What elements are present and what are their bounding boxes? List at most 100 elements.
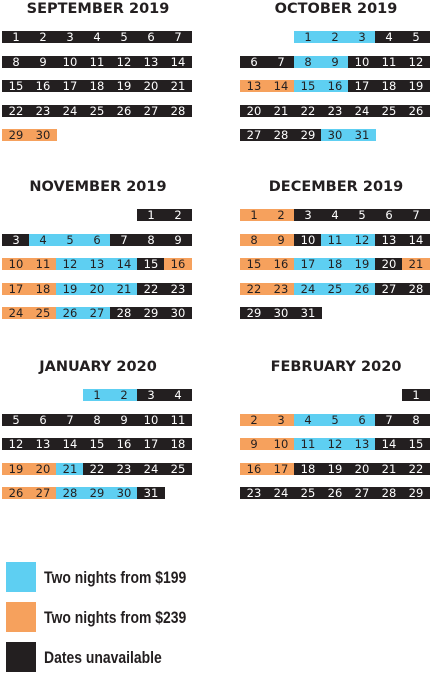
day-cell: 11	[294, 438, 322, 451]
day-cell: 14	[164, 55, 192, 68]
day-cell: 14	[402, 233, 430, 246]
day-cell: 15	[83, 438, 111, 451]
day-cell: 1	[83, 389, 111, 401]
day-cell: 18	[164, 438, 192, 451]
day-cell: 16	[29, 80, 57, 93]
day-cell: 5	[56, 233, 84, 246]
month-october-2019: OCTOBER 2019 1 2 3 4 5 6 7 8 9 10 11 12 13 14 15 16 17 18…	[240, 0, 432, 142]
day-cell: 16	[240, 462, 268, 475]
day-cell: 9	[240, 438, 268, 451]
day-cell: 3	[2, 233, 30, 246]
day-cell: 21	[56, 462, 84, 475]
day-cell: 10	[56, 55, 84, 68]
day-cell: 22	[83, 462, 111, 475]
day-cell: 6	[375, 209, 403, 221]
legend-swatch-orange	[6, 602, 36, 632]
day-cell: 3	[56, 31, 84, 43]
day-cell: 18	[29, 282, 57, 295]
day-cell: 4	[294, 413, 322, 426]
day-cell: 6	[83, 233, 111, 246]
week-row: 15 16 17 18 19 20 21	[240, 258, 430, 271]
week-row: 29 30 31	[240, 307, 429, 320]
day-cell: 14	[110, 258, 138, 271]
day-cell: 21	[267, 104, 295, 117]
day-cell: 20	[137, 80, 165, 93]
day-cell: 13	[83, 258, 111, 271]
day-cell: 25	[164, 462, 192, 475]
day-cell: 13	[29, 438, 57, 451]
day-cell: 18	[375, 80, 403, 93]
day-cell: 11	[29, 258, 57, 271]
day-cell: 12	[348, 233, 376, 246]
day-cell: 12	[110, 55, 138, 68]
day-cell: 31	[348, 129, 376, 142]
week-row: 26 27 28 29 30 31	[2, 487, 191, 500]
day-cell: 16	[164, 258, 192, 271]
day-cell: 5	[321, 413, 349, 426]
day-cell: 24	[137, 462, 165, 475]
day-cell: 3	[267, 413, 295, 426]
month-february-2020: FEBRUARY 2020 1 2 3 4 5 6 7 8 9 10 11 12 13 14 15 16 17 1…	[240, 358, 432, 500]
day-cell: 29	[83, 487, 111, 500]
day-cell: 24	[348, 104, 376, 117]
day-cell: 25	[321, 282, 349, 295]
day-cell: 23	[321, 104, 349, 117]
day-cell: 8	[2, 55, 30, 68]
day-cell: 29	[240, 307, 268, 320]
day-cell: 22	[240, 282, 268, 295]
week-row: 12 13 14 15 16 17 18	[2, 438, 192, 451]
day-cell: 19	[56, 282, 84, 295]
day-cell: 7	[110, 233, 138, 246]
day-cell: 2	[267, 209, 295, 221]
day-cell: 7	[375, 413, 403, 426]
day-cell: 30	[29, 129, 57, 142]
day-cell: 20	[29, 462, 57, 475]
day-cell: 10	[348, 55, 376, 68]
week-row: 20 21 22 23 24 25 26	[240, 104, 430, 117]
month-title: DECEMBER 2019	[268, 179, 404, 195]
day-cell: 31	[294, 307, 322, 320]
day-cell: 9	[29, 55, 57, 68]
day-cell: 9	[164, 233, 192, 246]
day-cell: 25	[294, 487, 322, 500]
day-cell: 15	[402, 438, 430, 451]
week-row: 22 23 24 25 26 27 28	[240, 282, 430, 295]
day-cell: 15	[294, 80, 322, 93]
month-title: NOVEMBER 2019	[29, 179, 167, 195]
day-cell: 13	[348, 438, 376, 451]
day-cell: 28	[110, 307, 138, 320]
day-cell: 24	[2, 307, 30, 320]
day-cell: 20	[240, 104, 268, 117]
day-cell: 2	[321, 31, 349, 43]
day-cell: 1	[294, 31, 322, 43]
day-cell: 15	[2, 80, 30, 93]
legend-item-239: Two nights from $239	[6, 602, 246, 632]
day-cell: 17	[56, 80, 84, 93]
day-cell: 16	[321, 80, 349, 93]
legend-label: Two nights from $239	[44, 608, 187, 627]
day-cell: 18	[321, 258, 349, 271]
day-cell: 24	[294, 282, 322, 295]
day-cell: 14	[56, 438, 84, 451]
day-cell: 18	[83, 80, 111, 93]
day-cell: 10	[267, 438, 295, 451]
day-cell: 22	[294, 104, 322, 117]
day-cell: 17	[137, 438, 165, 451]
day-cell: 7	[267, 55, 295, 68]
day-cell: 7	[402, 209, 430, 221]
day-cell: 28	[56, 487, 84, 500]
day-cell: 19	[348, 258, 376, 271]
day-cell: 11	[375, 55, 403, 68]
legend-swatch-black	[6, 642, 36, 672]
day-cell: 10	[2, 258, 30, 271]
day-cell: 27	[348, 487, 376, 500]
day-cell: 28	[402, 282, 430, 295]
day-cell: 4	[83, 31, 111, 43]
week-row: 19 20 21 22 23 24 25	[2, 462, 192, 475]
week-row: 16 17 18 19 20 21 22	[240, 462, 430, 475]
day-cell: 21	[375, 462, 403, 475]
day-cell: 28	[267, 129, 295, 142]
